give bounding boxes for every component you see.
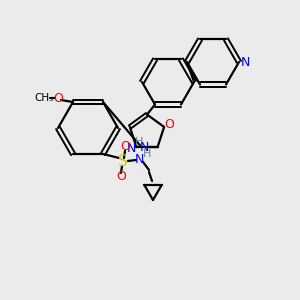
Text: H: H [134,137,143,147]
Text: N: N [127,142,136,154]
Text: N: N [240,56,250,68]
Text: O: O [164,118,174,131]
Text: CH₃: CH₃ [34,93,54,103]
Text: O: O [116,170,126,184]
Text: H: H [143,149,151,159]
Text: O: O [53,92,63,104]
Text: O: O [120,140,130,154]
Text: N: N [134,154,144,166]
Text: S: S [118,154,128,169]
Text: N: N [140,141,149,154]
